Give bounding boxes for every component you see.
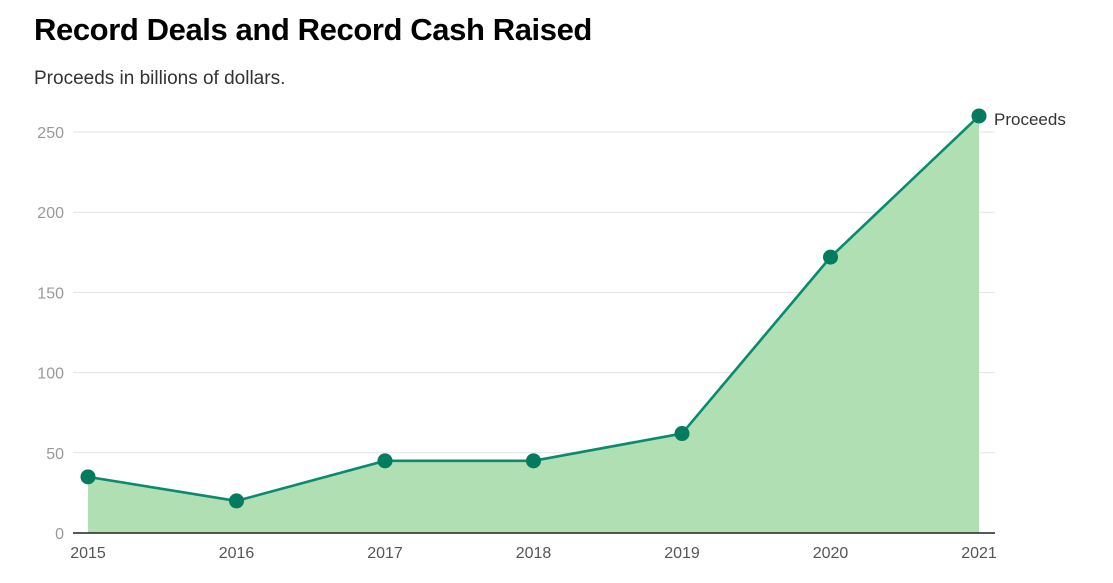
y-tick-label: 200 [37,205,64,222]
series-labels: Proceeds [994,110,1066,129]
data-point [80,469,96,485]
x-axis-ticks: 2015 2016 2017 2018 2019 2020 2021 [70,545,997,562]
series-label: Proceeds [994,110,1066,129]
y-tick-label: 250 [37,125,64,142]
data-point [971,108,987,124]
chart-subtitle: Proceeds in billions of dollars. [34,68,286,89]
data-point [823,249,838,265]
x-tick-label: 2016 [219,545,255,562]
data-point [674,426,690,442]
x-tick-label: 2017 [367,545,403,562]
x-tick-label: 2020 [813,545,849,562]
data-point [526,453,541,469]
data-point [377,453,393,469]
area-fill [88,115,979,534]
series-area [88,115,979,534]
x-tick-label: 2019 [664,545,700,562]
x-tick-label: 2015 [70,545,106,562]
y-tick-label: 150 [37,285,64,302]
chart-title: Record Deals and Record Cash Raised [34,12,592,47]
y-tick-label: 100 [37,366,64,383]
y-tick-label: 0 [55,526,64,543]
y-axis-ticks: 0 50 100 150 200 250 [37,125,64,543]
y-tick-label: 50 [46,446,64,463]
x-tick-label: 2018 [516,545,552,562]
data-points [80,108,987,509]
x-tick-label: 2021 [961,545,997,562]
data-point [229,493,244,509]
